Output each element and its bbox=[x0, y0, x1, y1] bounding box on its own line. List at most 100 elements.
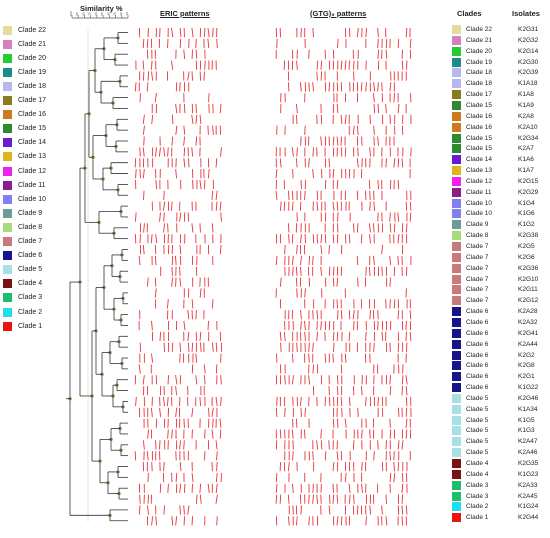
gtg-band bbox=[312, 451, 314, 461]
isolate-row: Clade 6 K1G22 bbox=[452, 382, 550, 393]
gtg-band bbox=[393, 461, 395, 472]
gtg-band bbox=[291, 147, 294, 157]
gtg-band bbox=[279, 277, 282, 287]
gtg-band bbox=[397, 212, 400, 222]
clade-name: Clade 6 bbox=[466, 351, 489, 359]
eric-band bbox=[175, 386, 178, 396]
legend-item: Clade 9 bbox=[3, 207, 42, 219]
eric-band bbox=[139, 169, 141, 179]
gtg-band bbox=[304, 190, 306, 200]
gtg-band bbox=[304, 125, 306, 135]
clade-name: Clade 2 bbox=[466, 503, 489, 511]
legend-item: Clade 7 bbox=[3, 236, 42, 248]
clade-swatch bbox=[452, 90, 461, 100]
isolate-id: K2G2 bbox=[518, 351, 535, 359]
gtg-band bbox=[373, 255, 375, 266]
isolate-id: K1G3 bbox=[518, 427, 535, 435]
gtg-band bbox=[279, 201, 282, 211]
gtg-band bbox=[401, 483, 404, 493]
gtg-band bbox=[295, 277, 298, 287]
gtg-band bbox=[361, 461, 363, 472]
isolate-id: K2G12 bbox=[518, 297, 539, 305]
gtg-band bbox=[332, 136, 335, 146]
eric-band bbox=[187, 331, 190, 342]
gtg-band bbox=[397, 103, 400, 114]
clade-name: Clade 17 bbox=[466, 91, 493, 99]
eric-band bbox=[171, 277, 173, 287]
isolate-id: K2G11 bbox=[518, 286, 538, 294]
eric-band bbox=[139, 494, 141, 504]
gtg-band bbox=[336, 386, 339, 396]
legend-swatch bbox=[3, 152, 12, 162]
isolate-id: K2G6 bbox=[518, 253, 535, 261]
eric-band bbox=[159, 212, 161, 222]
gtg-band bbox=[385, 299, 387, 309]
eric-band bbox=[203, 375, 206, 385]
eric-band bbox=[219, 103, 222, 114]
legend-label: Clade 21 bbox=[18, 40, 47, 48]
eric-band bbox=[142, 114, 145, 125]
eric-band bbox=[215, 342, 218, 352]
legend-swatch bbox=[3, 39, 12, 49]
clade-name: Clade 9 bbox=[466, 221, 489, 229]
eric-band bbox=[159, 407, 162, 417]
gtg-band bbox=[312, 364, 315, 374]
isolate-id: K2G34 bbox=[518, 134, 539, 142]
legend-item: Clade 11 bbox=[3, 179, 46, 191]
isolate-id: K2G39 bbox=[518, 69, 539, 77]
legend-swatch bbox=[3, 110, 12, 120]
gtg-band bbox=[373, 93, 375, 103]
gtg-band bbox=[308, 494, 310, 504]
gtg-band bbox=[340, 396, 343, 407]
eric-band bbox=[134, 82, 137, 92]
gtg-band bbox=[389, 212, 391, 222]
clade-swatch bbox=[452, 404, 461, 414]
clade-name: Clade 5 bbox=[466, 438, 489, 446]
gtg-band bbox=[352, 223, 355, 233]
eric-band bbox=[191, 71, 193, 81]
eric-band bbox=[158, 147, 161, 157]
isolate-row: Clade 2 K1G24 bbox=[452, 501, 550, 512]
gtg-band bbox=[279, 494, 282, 504]
clade-swatch bbox=[452, 220, 461, 230]
clade-swatch bbox=[452, 57, 461, 67]
isolate-row: Clade 1 K2G44 bbox=[452, 512, 550, 523]
gtg-band bbox=[336, 494, 339, 504]
isolate-row: Clade 6 K2A44 bbox=[452, 339, 550, 350]
eric-band bbox=[211, 299, 214, 309]
gtg-band bbox=[397, 255, 399, 266]
isolate-row: Clade 7 K2G12 bbox=[452, 295, 550, 306]
eric-band bbox=[155, 234, 158, 244]
legend-label: Clade 13 bbox=[18, 153, 47, 161]
gtg-band bbox=[337, 310, 339, 320]
isolate-id: K2A47 bbox=[518, 438, 538, 446]
gtg-band bbox=[336, 136, 339, 146]
gtg-band bbox=[389, 223, 392, 233]
eric-band bbox=[151, 353, 154, 363]
gtg-band bbox=[373, 451, 375, 461]
isolate-id: K2G30 bbox=[518, 58, 539, 66]
gtg-band bbox=[291, 201, 294, 211]
gtg-band bbox=[369, 201, 371, 211]
eric-band bbox=[146, 38, 149, 49]
gtg-band bbox=[389, 82, 392, 92]
isolate-row: Clade 13 K1A7 bbox=[452, 165, 550, 176]
eric-band bbox=[135, 169, 137, 179]
scale-tick-label: 100 bbox=[69, 11, 73, 16]
legend-item: Clade 13 bbox=[3, 151, 46, 163]
clade-name: Clade 3 bbox=[466, 481, 489, 489]
gtg-band bbox=[320, 266, 323, 276]
isolate-id: K1G2 bbox=[518, 221, 535, 229]
clade-name: Clade 6 bbox=[466, 318, 489, 326]
clade-name: Clade 4 bbox=[466, 460, 489, 467]
clade-name: Clade 7 bbox=[466, 264, 489, 272]
isolate-row: Clade 22 K2G31 bbox=[452, 24, 550, 35]
eric-band bbox=[150, 407, 153, 417]
clade-name: Clade 7 bbox=[466, 253, 489, 261]
gtg-band bbox=[299, 396, 302, 407]
eric-band bbox=[207, 169, 210, 179]
clade-swatch bbox=[452, 263, 461, 273]
eric-band bbox=[175, 516, 178, 526]
gtg-band bbox=[401, 386, 403, 396]
isolates-header: Isolates bbox=[512, 9, 540, 18]
